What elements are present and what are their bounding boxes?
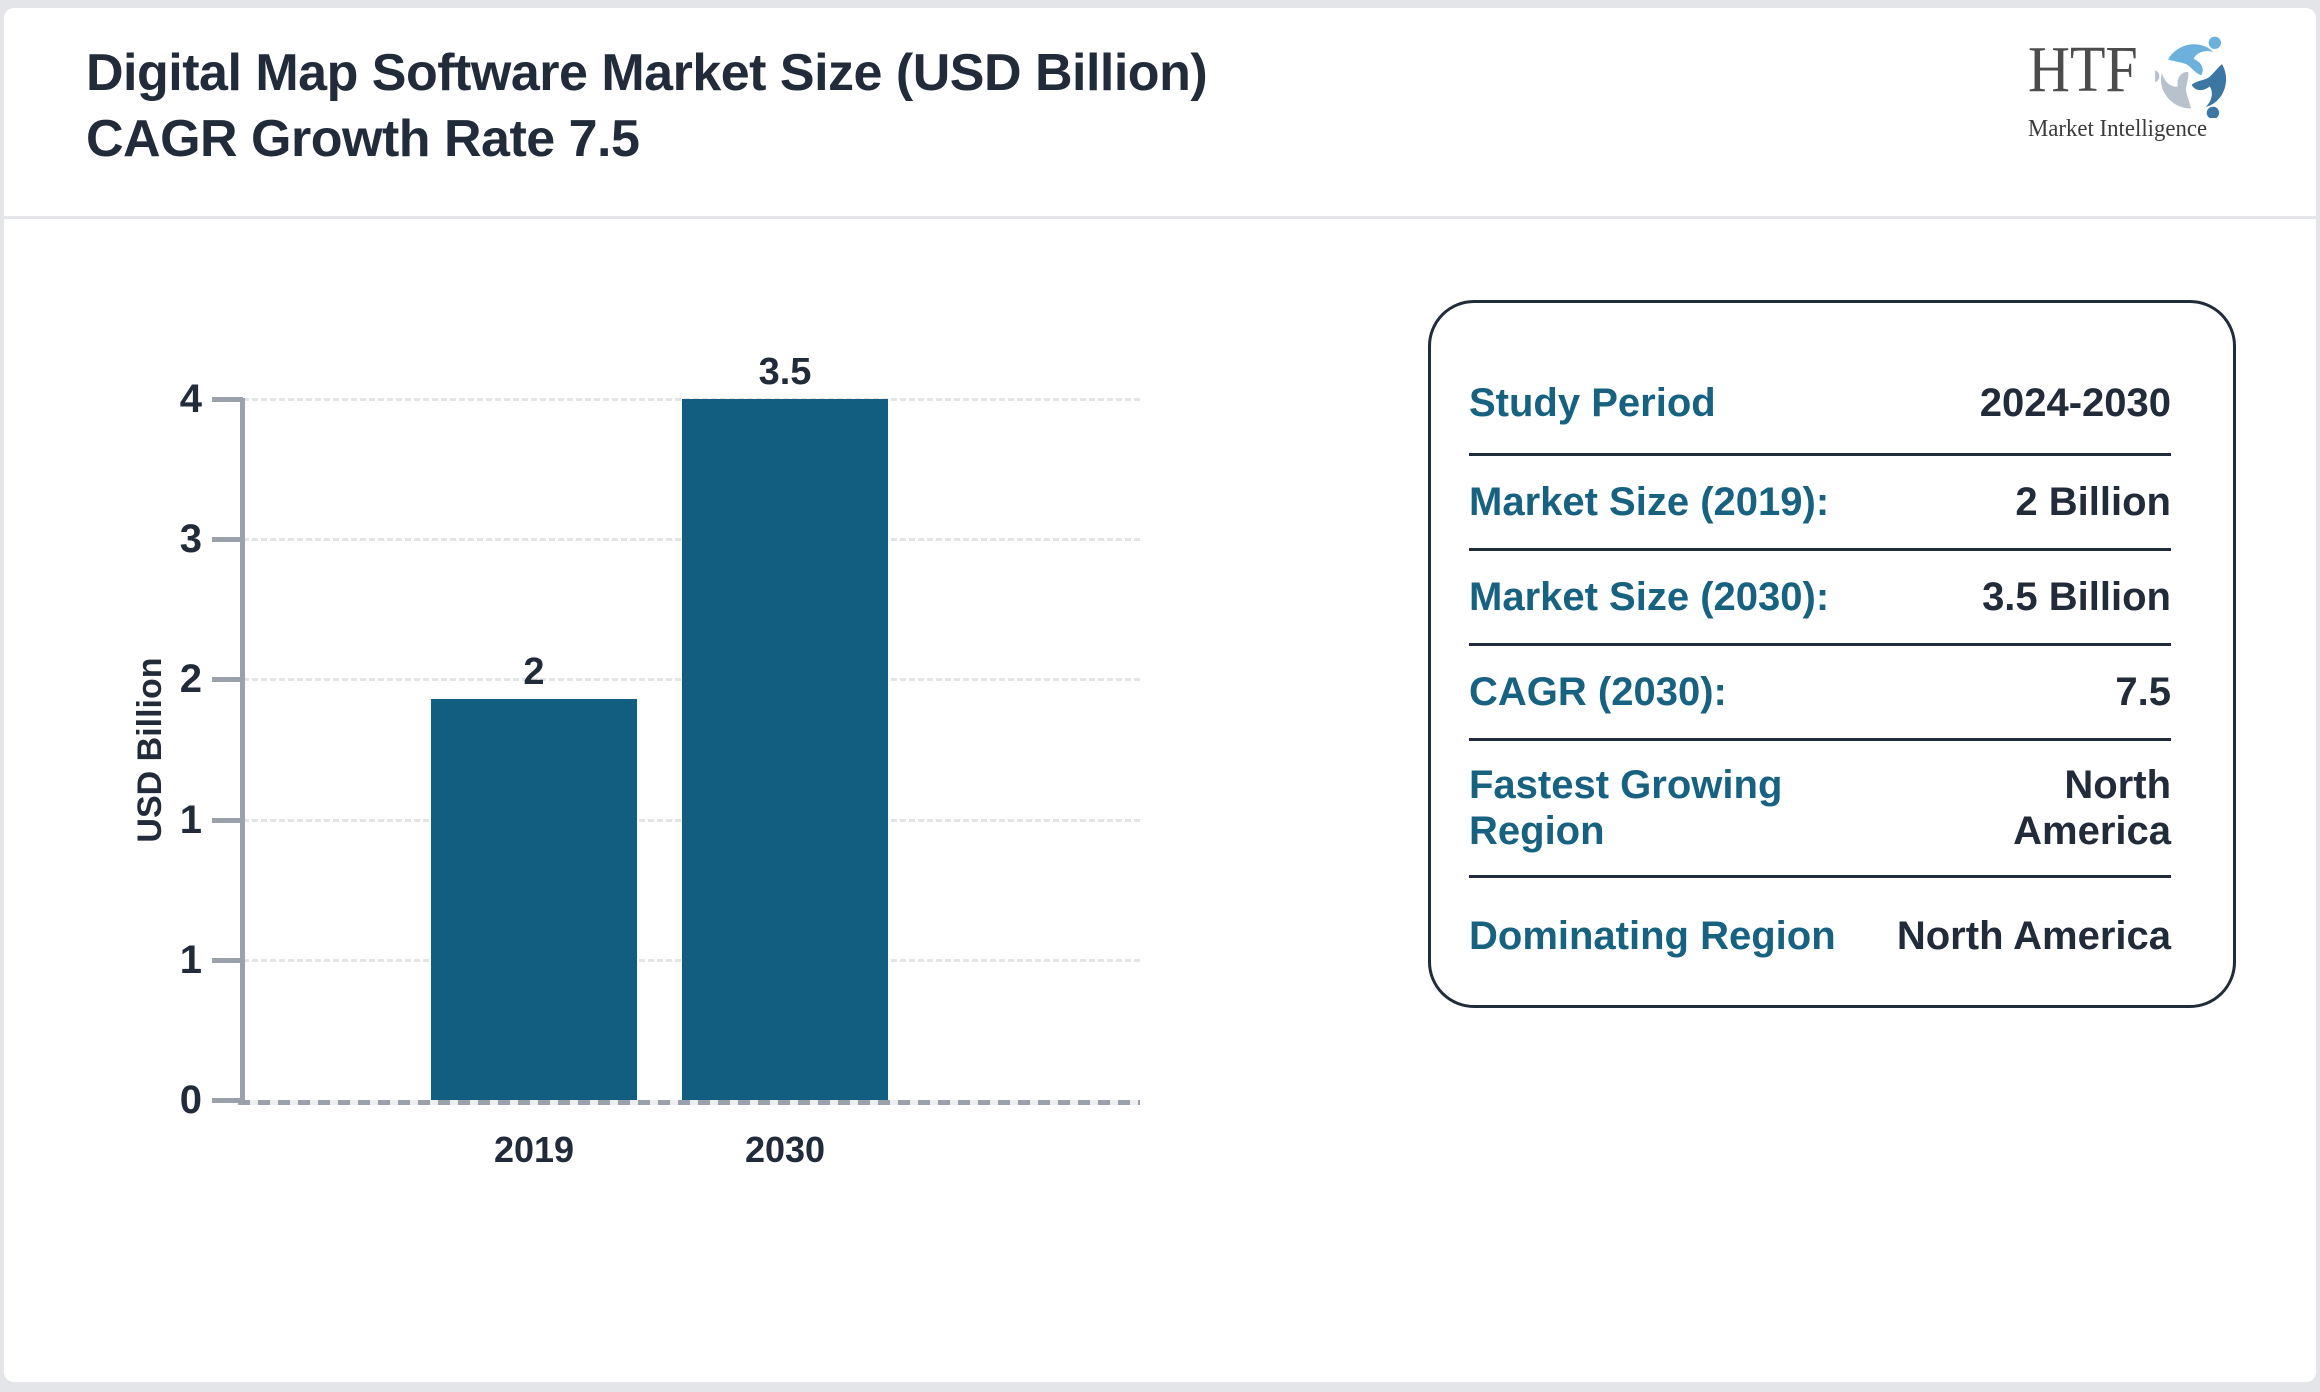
y-axis-tick: [212, 1098, 243, 1103]
y-axis-title: USD Billion: [131, 657, 169, 843]
bar-2030: [682, 399, 888, 1100]
panel-row: CAGR (2030): 7.5: [1469, 646, 2171, 741]
panel-row-value: North America: [2013, 763, 2171, 853]
htf-logo-row: HTF: [2028, 30, 2232, 118]
page-title: Digital Map Software Market Size (USD Bi…: [86, 40, 1208, 172]
panel-row: Dominating Region North America: [1469, 878, 2171, 993]
y-tick-label: 3: [179, 517, 202, 562]
panel-row: Fastest Growing Region North America: [1469, 741, 2171, 878]
y-tick-label: 2: [179, 657, 202, 702]
bar-2019: [431, 699, 637, 1100]
panel-row-value: 2024-2030: [1979, 381, 2171, 425]
y-axis-tick: [212, 397, 243, 402]
panel-row-label: Dominating Region: [1469, 913, 1836, 958]
header-divider: [4, 216, 2316, 219]
htf-logo-tagline: Market Intelligence: [2028, 116, 2208, 142]
title-line-1: Digital Map Software Market Size (USD Bi…: [86, 44, 1208, 102]
panel-row: Market Size (2030): 3.5 Billion: [1469, 551, 2171, 646]
y-tick-label: 0: [179, 1078, 202, 1122]
y-axis-tick: [212, 537, 243, 543]
y-axis-tick: [212, 817, 243, 823]
y-axis-tick: [212, 957, 243, 963]
htf-logo: HTF Market Intelligence: [2028, 30, 2232, 143]
panel-row-value: 2 Billion: [2015, 480, 2171, 524]
x-axis-line: [238, 1100, 1140, 1105]
x-category-label: 2019: [493, 1129, 575, 1170]
panel-row-label: CAGR (2030):: [1469, 670, 1727, 714]
panel-row: Market Size (2019): 2 Billion: [1469, 456, 2171, 551]
x-category-label: 2030: [744, 1129, 826, 1170]
panel-row: Study Period 2024-2030: [1469, 353, 2171, 456]
panel-row-value: 7.5: [2115, 670, 2171, 714]
y-axis-line: [240, 398, 245, 1104]
title-line-2: CAGR Growth Rate 7.5: [86, 110, 640, 168]
y-tick-label: 4: [179, 377, 202, 421]
htf-logo-text: HTF: [2028, 33, 2138, 106]
y-tick-label: 1: [179, 797, 202, 842]
panel-row-label: Fastest Growing Region: [1469, 763, 1783, 853]
bar-value-label: 2: [523, 651, 545, 694]
panel-row-value: 3.5 Billion: [1982, 575, 2171, 619]
bar-value-label: 3.5: [758, 351, 812, 393]
panel-row-label: Market Size (2030):: [1469, 575, 1830, 619]
key-facts-panel: Study Period 2024-2030 Market Size (2019):…: [1428, 300, 2236, 1008]
panel-row-value: North America: [1896, 913, 2171, 958]
y-tick-label: 1: [179, 937, 202, 982]
panel-row-label: Market Size (2019):: [1469, 480, 1830, 524]
panel-row-label: Study Period: [1469, 381, 1716, 425]
y-axis-tick: [212, 677, 243, 683]
triskelion-people-icon: [2154, 36, 2226, 118]
